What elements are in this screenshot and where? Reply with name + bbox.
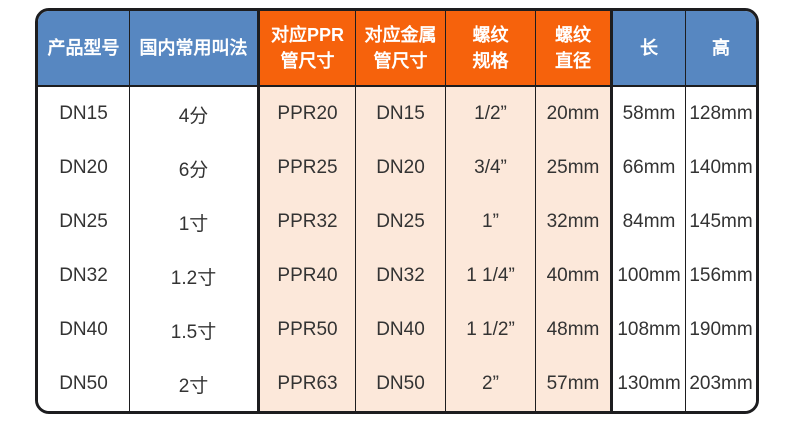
table-cell: 100mm <box>613 249 686 303</box>
column-header: 螺纹 直径 <box>536 11 613 87</box>
table-cell: 190mm <box>686 303 756 357</box>
column-header: 长 <box>613 11 686 87</box>
column-header: 产品型号 <box>38 11 130 87</box>
column-header-text: 螺纹 <box>472 24 509 45</box>
table-cell: 32mm <box>536 195 613 249</box>
table-cell: DN50 <box>38 357 130 411</box>
table-cell: PPR50 <box>260 303 356 357</box>
table-cell: 40mm <box>536 249 613 303</box>
column-header-text: 直径 <box>555 51 591 71</box>
table-cell: 57mm <box>536 357 613 411</box>
column-header-text: 高 <box>712 37 730 58</box>
table-cell: DN25 <box>38 195 130 249</box>
column-header-text: 管尺寸 <box>373 51 428 71</box>
column-header: 对应PPR 管尺寸 <box>260 11 356 87</box>
table-cell: 1.2寸 <box>130 249 260 303</box>
table-cell: 1 1/2” <box>446 303 536 357</box>
table-cell: DN20 <box>356 141 446 195</box>
table-cell: PPR63 <box>260 357 356 411</box>
table-cell: PPR40 <box>260 249 356 303</box>
table-cell: 1寸 <box>130 195 260 249</box>
column-header-text: 产品型号 <box>47 37 120 58</box>
table-cell: 130mm <box>613 357 686 411</box>
table-cell: 20mm <box>536 87 613 141</box>
table-cell: DN15 <box>356 87 446 141</box>
table-cell: 1” <box>446 195 536 249</box>
table-cell: 84mm <box>613 195 686 249</box>
spec-table-grid: 产品型号 国内常用叫法 对应PPR 管尺寸 对应金属 管尺寸 螺纹 规格 螺纹 直径长高 DN15 4… <box>38 11 756 411</box>
table-cell: DN40 <box>356 303 446 357</box>
column-header: 高 <box>686 11 756 87</box>
table-cell: 108mm <box>613 303 686 357</box>
table-cell: DN20 <box>38 141 130 195</box>
table-cell: PPR25 <box>260 141 356 195</box>
table-cell: PPR32 <box>260 195 356 249</box>
column-header-text: 螺纹 <box>555 24 591 45</box>
column-header: 国内常用叫法 <box>130 11 260 87</box>
table-cell: DN40 <box>38 303 130 357</box>
table-cell: 1 1/4” <box>446 249 536 303</box>
table-cell: 66mm <box>613 141 686 195</box>
table-cell: DN15 <box>38 87 130 141</box>
table-cell: 1/2” <box>446 87 536 141</box>
table-cell: 156mm <box>686 249 756 303</box>
table-cell: 4分 <box>130 87 260 141</box>
table-cell: 58mm <box>613 87 686 141</box>
table-cell: 6分 <box>130 141 260 195</box>
table-cell: 145mm <box>686 195 756 249</box>
table-cell: 128mm <box>686 87 756 141</box>
table-cell: 203mm <box>686 357 756 411</box>
column-header-text: 对应金属 <box>364 24 437 45</box>
column-header-text: 管尺寸 <box>280 51 335 71</box>
column-header: 对应金属 管尺寸 <box>356 11 446 87</box>
table-cell: PPR20 <box>260 87 356 141</box>
column-header-text: 对应PPR <box>270 24 344 45</box>
table-cell: 140mm <box>686 141 756 195</box>
column-header-text: 长 <box>640 37 658 58</box>
table-cell: 25mm <box>536 141 613 195</box>
table-cell: 2” <box>446 357 536 411</box>
table-cell: DN50 <box>356 357 446 411</box>
column-header: 螺纹 规格 <box>446 11 536 87</box>
table-cell: 2寸 <box>130 357 260 411</box>
table-cell: DN32 <box>38 249 130 303</box>
table-cell: 1.5寸 <box>130 303 260 357</box>
spec-table: 产品型号 国内常用叫法 对应PPR 管尺寸 对应金属 管尺寸 螺纹 规格 螺纹 直径长高 DN15 4… <box>35 8 759 414</box>
table-cell: DN32 <box>356 249 446 303</box>
table-cell: DN25 <box>356 195 446 249</box>
table-cell: 48mm <box>536 303 613 357</box>
column-header-text: 国内常用叫法 <box>139 37 248 58</box>
column-header-text: 规格 <box>472 51 509 71</box>
table-cell: 3/4” <box>446 141 536 195</box>
